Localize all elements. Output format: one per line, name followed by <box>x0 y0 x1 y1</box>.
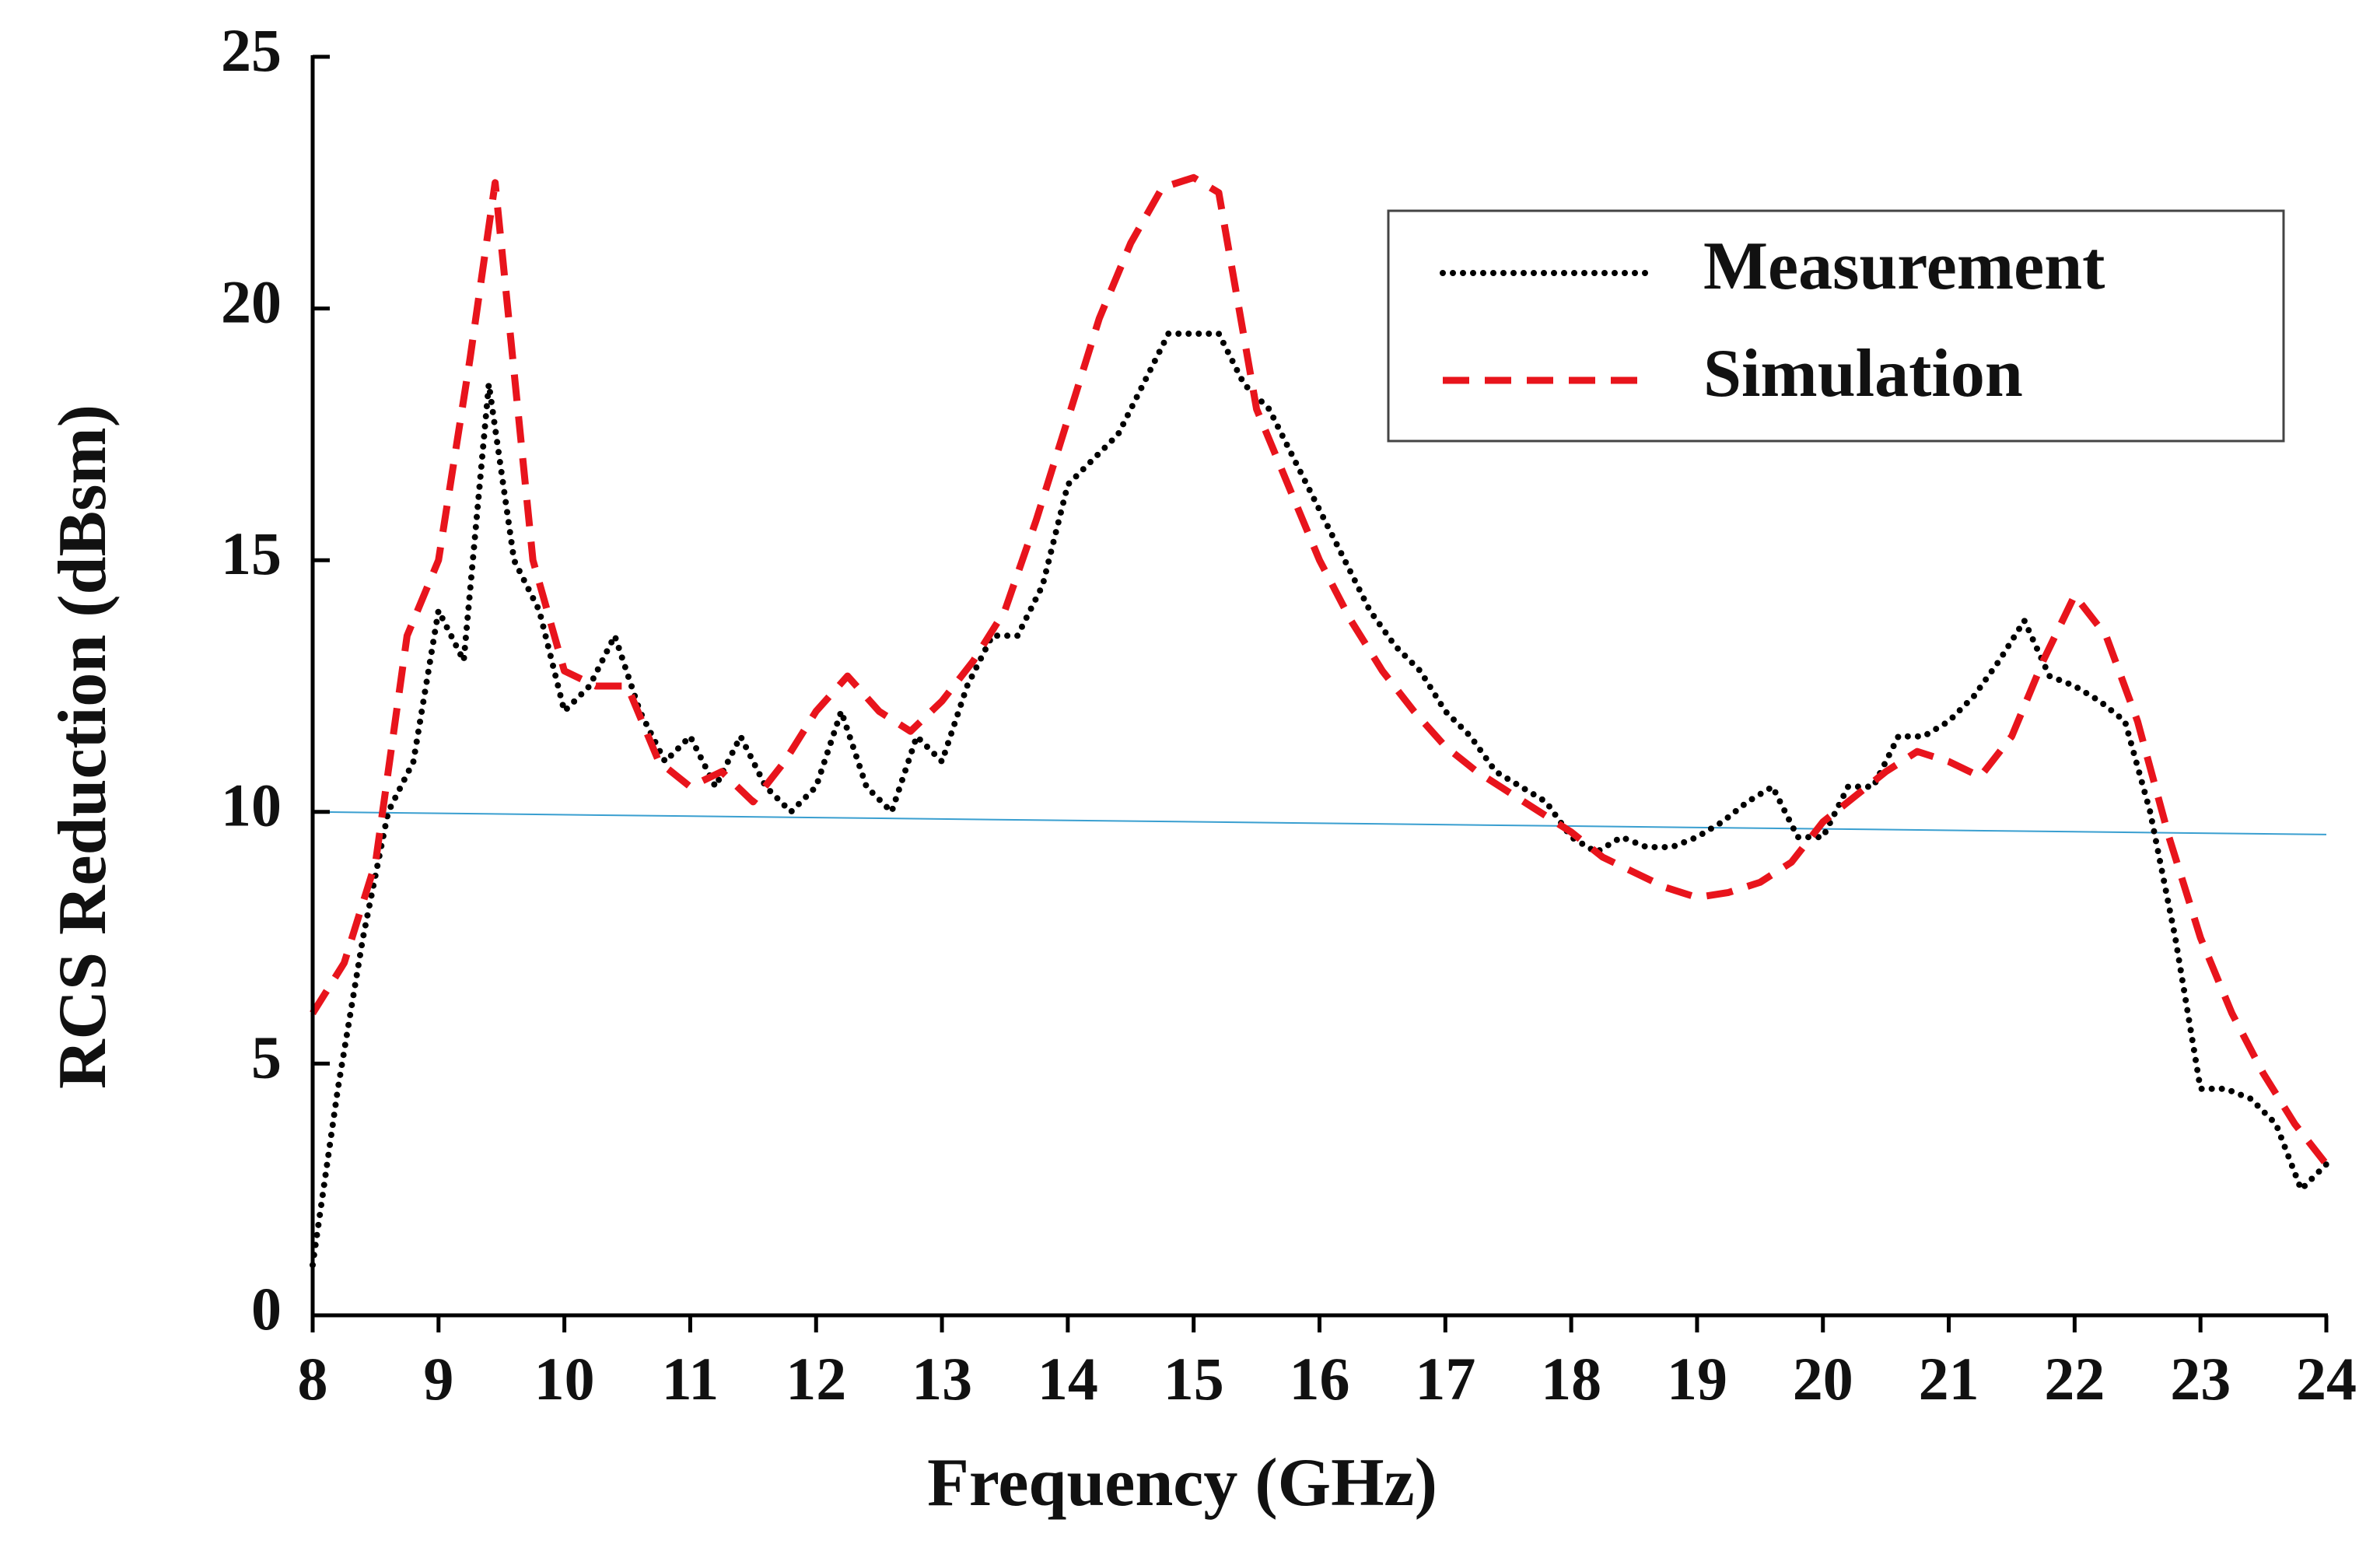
y-tick-label: 0 <box>251 1275 282 1343</box>
x-tick-label: 16 <box>1290 1345 1350 1413</box>
x-tick-label: 9 <box>423 1345 453 1413</box>
legend-label: Measurement <box>1703 229 2105 304</box>
legend-label: Simulation <box>1703 336 2023 411</box>
x-tick-label: 11 <box>662 1345 719 1413</box>
y-tick-label: 25 <box>221 16 282 84</box>
x-axis-label: Frequency (GHz) <box>927 1445 1437 1521</box>
x-tick-label: 14 <box>1038 1345 1098 1413</box>
y-tick-label: 10 <box>221 772 282 839</box>
x-tick-label: 18 <box>1541 1345 1601 1413</box>
x-tick-label: 24 <box>2296 1345 2357 1413</box>
y-tick-label: 5 <box>251 1023 282 1091</box>
y-tick-label: 20 <box>221 268 282 336</box>
x-tick-label: 8 <box>298 1345 328 1413</box>
x-tick-label: 10 <box>534 1345 595 1413</box>
x-tick-label: 15 <box>1164 1345 1224 1413</box>
x-tick-label: 13 <box>912 1345 972 1413</box>
y-axis-label: RCS Reduction (dBsm) <box>45 404 121 1089</box>
reference-line <box>312 811 2327 835</box>
x-tick-label: 23 <box>2170 1345 2231 1413</box>
data-line <box>310 173 2329 1167</box>
x-tick-label: 21 <box>1919 1345 1979 1413</box>
data-line <box>310 331 2329 1269</box>
x-tick-label: 20 <box>1793 1345 1853 1413</box>
x-tick-label: 12 <box>786 1345 846 1413</box>
x-tick-label: 17 <box>1415 1345 1475 1413</box>
x-tick-label: 19 <box>1667 1345 1727 1413</box>
x-tick-label: 22 <box>2044 1345 2105 1413</box>
legend-box <box>1387 209 2285 443</box>
y-tick-label: 15 <box>221 520 282 587</box>
